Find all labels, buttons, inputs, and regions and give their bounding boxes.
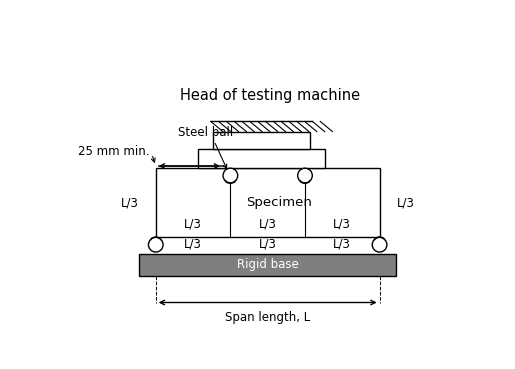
Text: L/3: L/3: [397, 196, 415, 209]
Bar: [140, 254, 396, 276]
Text: L/3: L/3: [184, 237, 202, 251]
Bar: [198, 149, 324, 168]
Circle shape: [223, 168, 238, 183]
Text: 25 mm min.: 25 mm min.: [78, 145, 150, 158]
Text: L/3: L/3: [333, 217, 351, 230]
Text: Rigid base: Rigid base: [237, 258, 299, 271]
Text: L/3: L/3: [184, 217, 202, 230]
Text: L/3: L/3: [259, 237, 277, 251]
Text: Head of testing machine: Head of testing machine: [180, 88, 360, 103]
Text: Span length, L: Span length, L: [225, 311, 311, 324]
Text: L/3: L/3: [121, 196, 138, 209]
Text: L/3: L/3: [333, 237, 351, 251]
Text: Steel ball: Steel ball: [178, 126, 234, 139]
Text: Specimen: Specimen: [246, 196, 312, 209]
Circle shape: [298, 168, 312, 183]
Circle shape: [148, 237, 163, 252]
Text: L/3: L/3: [259, 217, 277, 230]
Bar: [213, 132, 311, 149]
Circle shape: [372, 237, 387, 252]
Bar: [156, 168, 380, 237]
